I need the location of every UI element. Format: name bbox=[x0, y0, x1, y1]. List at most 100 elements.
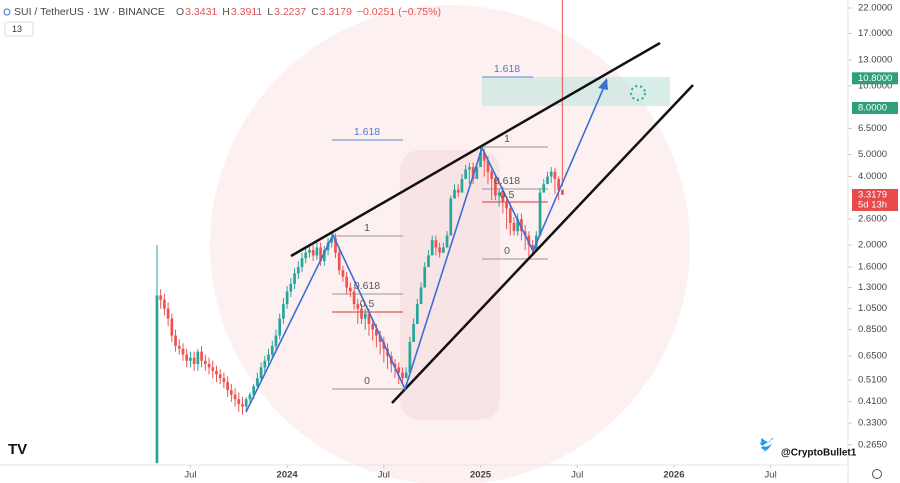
twitter-icon bbox=[760, 438, 774, 453]
candle-body bbox=[218, 374, 222, 379]
candle-body bbox=[412, 323, 415, 342]
candle-body bbox=[378, 335, 382, 342]
candle-body bbox=[322, 250, 326, 262]
candle-body bbox=[296, 267, 300, 274]
candle-body bbox=[401, 372, 404, 379]
candle-body bbox=[177, 345, 181, 349]
candle-body bbox=[252, 386, 256, 395]
fib-label: 0.5 bbox=[500, 189, 515, 201]
candle-body bbox=[427, 255, 430, 268]
candle-body bbox=[300, 258, 304, 268]
candle-body bbox=[200, 351, 203, 361]
candle-body bbox=[192, 357, 196, 365]
candle-body bbox=[181, 348, 185, 355]
candle-body bbox=[375, 329, 378, 336]
candle-body bbox=[337, 252, 341, 271]
y-tick-label: 22.0000 bbox=[858, 2, 892, 13]
y-tick-label: 2.0000 bbox=[858, 240, 887, 251]
candle-body bbox=[505, 201, 508, 209]
candle-body bbox=[546, 176, 549, 185]
candle-body bbox=[471, 167, 475, 179]
legend-key: O bbox=[176, 6, 184, 18]
symbol-icon bbox=[3, 8, 11, 16]
candle-body bbox=[196, 351, 200, 365]
candle-body bbox=[367, 313, 371, 324]
ohlc-legend: O 3.3431 H 3.3911 L 3.2237 C 3.3179 −0.0251 (−0.… bbox=[176, 6, 441, 18]
indicator-badge[interactable] bbox=[4, 21, 34, 37]
candle-body bbox=[356, 304, 360, 309]
fib-label: 1.618 bbox=[354, 126, 380, 138]
y-tick-label: 10.0000 bbox=[858, 80, 892, 91]
zone-price-box bbox=[852, 72, 898, 85]
candle-body bbox=[397, 367, 401, 373]
tv-logo: TV bbox=[8, 441, 27, 458]
candle-body bbox=[468, 167, 471, 170]
y-tick-label: 1.3000 bbox=[858, 282, 887, 293]
legend-value: 3.3179 bbox=[320, 6, 352, 18]
candle-body bbox=[274, 335, 278, 346]
y-tick-label: 2.6000 bbox=[858, 214, 887, 225]
candle-body bbox=[419, 287, 423, 305]
candle-body bbox=[557, 178, 560, 190]
symbol[interactable]: SUI / TetherUS · 1W · BINANCE bbox=[14, 6, 165, 18]
y-tick-label: 6.5000 bbox=[858, 123, 887, 134]
candle-body bbox=[516, 219, 520, 232]
candle-body bbox=[293, 273, 296, 284]
zone-price-label: 8.0000 bbox=[858, 102, 887, 113]
fib-label: 0.5 bbox=[360, 298, 375, 310]
candle-body bbox=[248, 394, 252, 400]
y-tick-label: 17.0000 bbox=[858, 28, 892, 39]
candle-body bbox=[289, 283, 293, 292]
legend-key: L bbox=[267, 6, 273, 18]
legend-value: 3.2237 bbox=[274, 6, 306, 18]
upper-trendline bbox=[290, 41, 661, 258]
x-tick-label: 2025 bbox=[470, 470, 492, 481]
candle-body bbox=[520, 219, 523, 232]
candle-body bbox=[229, 390, 233, 395]
candle-body bbox=[311, 250, 315, 256]
candle-body bbox=[226, 382, 229, 391]
candle-body bbox=[542, 184, 546, 193]
arrow-head bbox=[598, 78, 608, 90]
candle-body bbox=[170, 318, 174, 336]
y-tick-label: 0.5100 bbox=[858, 375, 887, 386]
candle-body bbox=[508, 208, 512, 223]
candle-body bbox=[155, 295, 159, 464]
candle-body bbox=[423, 267, 427, 288]
candle-body bbox=[207, 364, 211, 368]
x-tick-label: Jul bbox=[765, 470, 777, 481]
candle-body bbox=[233, 394, 237, 400]
candle-body bbox=[189, 357, 192, 361]
candle-body bbox=[494, 178, 497, 196]
candle-body bbox=[371, 323, 375, 330]
fib-right bbox=[482, 76, 548, 260]
fib-label: 1 bbox=[364, 222, 370, 234]
zone-price-label: 10.8000 bbox=[858, 73, 892, 84]
x-tick-label: 2024 bbox=[277, 470, 299, 481]
candle-body bbox=[185, 354, 189, 361]
candle-body bbox=[259, 367, 263, 379]
candle-body bbox=[434, 240, 438, 248]
candle-body bbox=[349, 287, 352, 292]
candle-body bbox=[174, 335, 177, 346]
x-tick-label: Jul bbox=[571, 470, 583, 481]
candle-body bbox=[501, 192, 505, 202]
y-tick-label: 0.2650 bbox=[858, 439, 887, 450]
indicator-count: 13 bbox=[12, 24, 22, 34]
candle-body bbox=[408, 341, 412, 373]
x-tick-label: 2026 bbox=[663, 470, 684, 481]
fib-label: 1 bbox=[504, 133, 510, 145]
candle-body bbox=[345, 276, 348, 288]
candle-body bbox=[244, 399, 248, 407]
candle-body bbox=[464, 169, 468, 179]
candle-body bbox=[278, 318, 282, 336]
settings-icon[interactable] bbox=[872, 469, 882, 479]
candle-body bbox=[222, 378, 226, 383]
candle-body bbox=[430, 240, 434, 256]
candle-body bbox=[285, 291, 289, 305]
candle-body bbox=[497, 192, 501, 196]
legend-key: C bbox=[311, 6, 319, 18]
y-tick-label: 13.0000 bbox=[858, 54, 892, 65]
y-tick-label: 5.0000 bbox=[858, 149, 887, 160]
watermark-logo bbox=[400, 150, 500, 420]
